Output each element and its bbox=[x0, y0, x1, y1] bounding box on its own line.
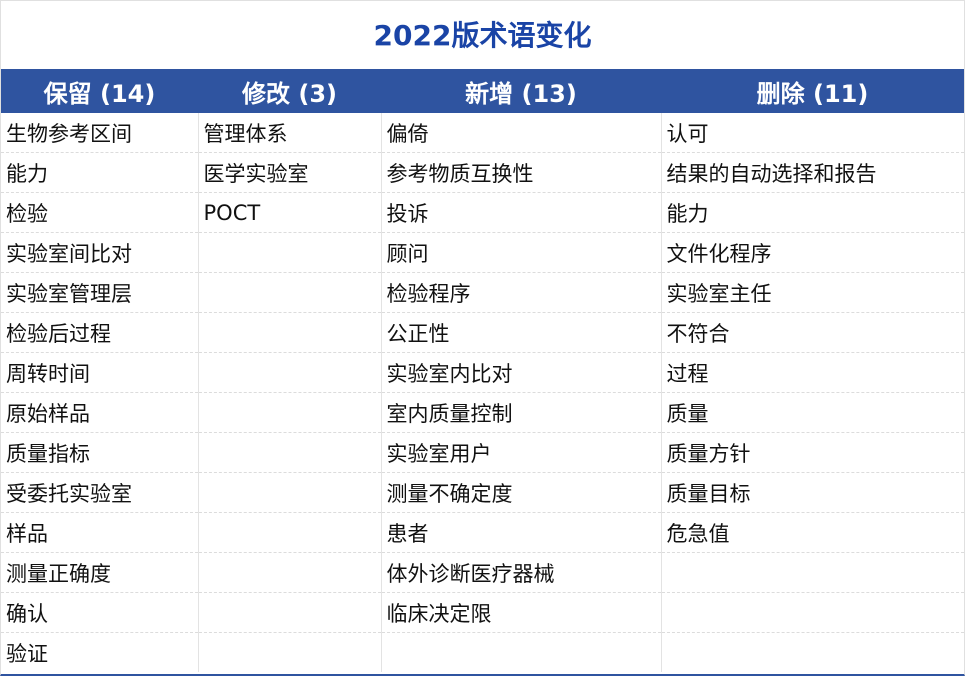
term-cell-retained: 实验室管理层 bbox=[1, 272, 199, 313]
term-cell-modified bbox=[198, 232, 382, 273]
term-cell-added: 偏倚 bbox=[381, 113, 662, 153]
table-row: 能力 医学实验室 参考物质互换性 结果的自动选择和报告 bbox=[1, 152, 964, 193]
term-cell-modified bbox=[198, 632, 382, 672]
term-cell-modified bbox=[198, 472, 382, 513]
term-cell-deleted bbox=[661, 552, 964, 593]
term-cell-modified bbox=[198, 312, 382, 353]
page-title: 2022版术语变化 bbox=[373, 19, 592, 52]
term-cell-added: 体外诊断医疗器械 bbox=[381, 552, 662, 593]
term-cell-deleted bbox=[661, 633, 964, 673]
column-header-retained: 保留 (14) bbox=[1, 69, 198, 113]
table-row: 验证 bbox=[1, 632, 964, 673]
table-row: 周转时间 实验室内比对 过程 bbox=[1, 352, 964, 393]
table-row: 测量正确度 体外诊断医疗器械 bbox=[1, 552, 964, 593]
term-cell-retained: 样品 bbox=[1, 512, 199, 553]
header-row: 保留 (14) 修改 (3) 新增 (13) 删除 (11) bbox=[1, 69, 964, 113]
term-cell-modified: 医学实验室 bbox=[198, 152, 382, 193]
table-row: 实验室管理层 检验程序 实验室主任 bbox=[1, 272, 964, 313]
table-row: 质量指标 实验室用户 质量方针 bbox=[1, 432, 964, 473]
term-cell-retained: 能力 bbox=[1, 152, 199, 193]
term-cell-added: 顾问 bbox=[381, 232, 662, 273]
table-row: 原始样品 室内质量控制 质量 bbox=[1, 392, 964, 433]
term-cell-deleted: 结果的自动选择和报告 bbox=[661, 152, 964, 193]
term-cell-added: 临床决定限 bbox=[381, 592, 662, 633]
term-cell-retained: 质量指标 bbox=[1, 432, 199, 473]
table-row: 实验室间比对 顾问 文件化程序 bbox=[1, 232, 964, 273]
term-cell-retained: 测量正确度 bbox=[1, 552, 199, 593]
term-cell-added bbox=[381, 632, 662, 672]
term-cell-deleted: 实验室主任 bbox=[661, 272, 964, 313]
term-cell-added: 参考物质互换性 bbox=[381, 152, 662, 193]
term-cell-modified bbox=[198, 512, 382, 553]
table-row: 检验后过程 公正性 不符合 bbox=[1, 312, 964, 353]
term-cell-retained: 检验 bbox=[1, 192, 199, 233]
term-cell-retained: 确认 bbox=[1, 592, 199, 633]
table-row: 确认 临床决定限 bbox=[1, 592, 964, 633]
term-cell-added: 测量不确定度 bbox=[381, 472, 662, 513]
term-cell-added: 实验室用户 bbox=[381, 432, 662, 473]
term-cell-modified bbox=[198, 592, 382, 633]
term-cell-deleted: 认可 bbox=[661, 113, 964, 153]
term-cell-deleted: 质量目标 bbox=[661, 472, 964, 513]
term-cell-modified bbox=[198, 432, 382, 473]
term-cell-added: 实验室内比对 bbox=[381, 352, 662, 393]
column-header-deleted: 删除 (11) bbox=[661, 69, 964, 113]
term-cell-retained: 原始样品 bbox=[1, 392, 199, 433]
term-cell-deleted: 过程 bbox=[661, 352, 964, 393]
column-header-added: 新增 (13) bbox=[381, 69, 661, 113]
column-header-modified: 修改 (3) bbox=[198, 69, 381, 113]
term-cell-modified bbox=[198, 272, 382, 313]
term-cell-modified: POCT bbox=[198, 192, 382, 233]
term-cell-modified: 管理体系 bbox=[198, 113, 382, 153]
term-cell-deleted bbox=[661, 592, 964, 633]
term-cell-modified bbox=[198, 552, 382, 593]
term-cell-retained: 检验后过程 bbox=[1, 312, 199, 353]
term-cell-deleted: 能力 bbox=[661, 192, 964, 233]
term-cell-added: 患者 bbox=[381, 512, 662, 553]
table-row: 样品 患者 危急值 bbox=[1, 512, 964, 553]
term-cell-deleted: 质量 bbox=[661, 392, 964, 433]
term-cell-retained: 受委托实验室 bbox=[1, 472, 199, 513]
term-cell-added: 投诉 bbox=[381, 192, 662, 233]
term-cell-modified bbox=[198, 392, 382, 433]
table-row: 生物参考区间 管理体系 偏倚 认可 bbox=[1, 113, 964, 153]
table-row: 受委托实验室 测量不确定度 质量目标 bbox=[1, 472, 964, 513]
term-cell-added: 室内质量控制 bbox=[381, 392, 662, 433]
term-cell-deleted: 质量方针 bbox=[661, 432, 964, 473]
term-cell-deleted: 文件化程序 bbox=[661, 232, 964, 273]
term-cell-retained: 实验室间比对 bbox=[1, 232, 199, 273]
term-cell-deleted: 不符合 bbox=[661, 312, 964, 353]
term-cell-added: 公正性 bbox=[381, 312, 662, 353]
term-cell-added: 检验程序 bbox=[381, 272, 662, 313]
term-cell-retained: 验证 bbox=[1, 632, 199, 672]
term-cell-modified bbox=[198, 352, 382, 393]
term-cell-retained: 生物参考区间 bbox=[1, 113, 199, 153]
term-cell-deleted: 危急值 bbox=[661, 512, 964, 553]
term-cell-retained: 周转时间 bbox=[1, 352, 199, 393]
terms-table: 保留 (14) 修改 (3) 新增 (13) 删除 (11) 生物参考区间 管理体系 偏倚… bbox=[1, 69, 964, 672]
table-row: 检验 POCT 投诉 能力 bbox=[1, 192, 964, 233]
